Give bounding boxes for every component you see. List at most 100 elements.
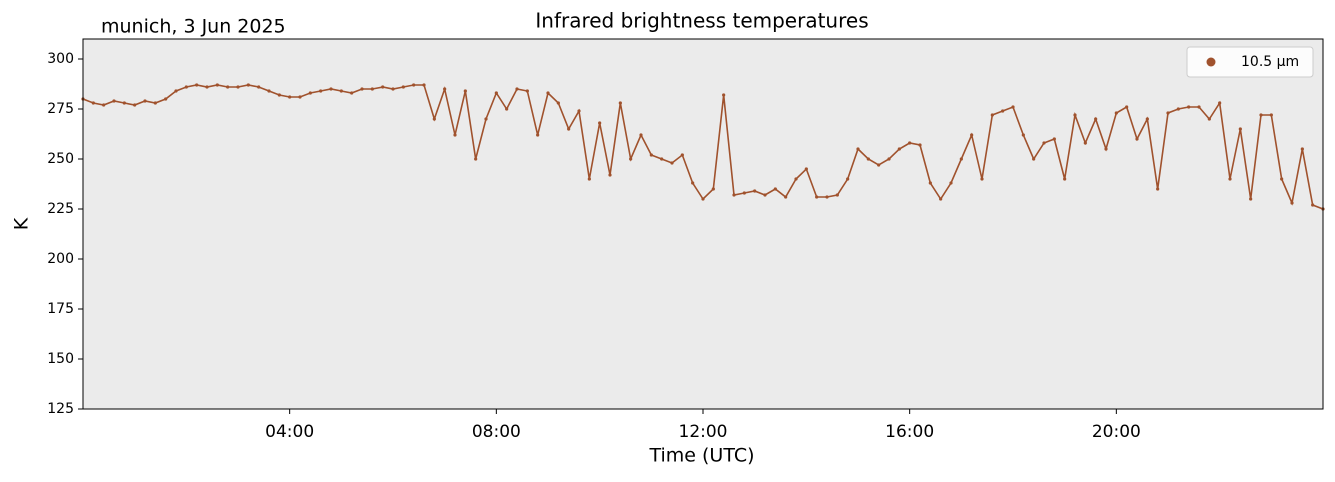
x-tick-label: 08:00 xyxy=(472,422,521,442)
point xyxy=(350,91,354,95)
point xyxy=(329,87,333,91)
y-tick-label: 300 xyxy=(47,51,74,67)
point xyxy=(1083,141,1087,145)
point xyxy=(525,89,529,93)
point xyxy=(794,177,798,181)
point xyxy=(649,153,653,157)
point xyxy=(1104,147,1108,151)
point xyxy=(453,133,457,137)
point xyxy=(1125,105,1129,109)
point xyxy=(288,95,292,99)
point xyxy=(484,117,488,121)
y-axis-label: K xyxy=(11,217,33,230)
point xyxy=(236,85,240,89)
x-tick-label: 16:00 xyxy=(885,422,934,442)
point xyxy=(381,85,385,89)
point xyxy=(463,89,467,93)
point xyxy=(1259,113,1263,117)
point xyxy=(1135,137,1139,141)
point xyxy=(443,87,447,91)
point xyxy=(1094,117,1098,121)
point xyxy=(959,157,963,161)
point xyxy=(494,91,498,95)
point xyxy=(226,85,230,89)
point xyxy=(670,161,674,165)
point xyxy=(970,133,974,137)
y-tick-label: 275 xyxy=(47,101,74,117)
point xyxy=(339,89,343,93)
point xyxy=(732,193,736,197)
point xyxy=(401,85,405,89)
y-tick-label: 125 xyxy=(47,401,74,417)
point xyxy=(928,181,932,185)
chart-title: Infrared brightness temperatures xyxy=(535,9,868,33)
point xyxy=(680,153,684,157)
point xyxy=(887,157,891,161)
point xyxy=(753,189,757,193)
point xyxy=(629,157,633,161)
legend-label: 10.5 µm xyxy=(1241,54,1299,70)
point xyxy=(1280,177,1284,181)
point xyxy=(918,143,922,147)
y-tick-label: 150 xyxy=(47,351,74,367)
chart-subtitle: munich, 3 Jun 2025 xyxy=(101,16,286,38)
point xyxy=(184,85,188,89)
point xyxy=(112,99,116,103)
point xyxy=(639,133,643,137)
point xyxy=(1156,187,1160,191)
point xyxy=(391,87,395,91)
point xyxy=(1218,101,1222,105)
point xyxy=(505,107,509,111)
point xyxy=(618,101,622,105)
point xyxy=(319,89,323,93)
point xyxy=(143,99,147,103)
point xyxy=(370,87,374,91)
point xyxy=(360,87,364,91)
point xyxy=(1228,177,1232,181)
point xyxy=(422,83,426,87)
point xyxy=(1238,127,1242,131)
point xyxy=(133,103,137,107)
point xyxy=(1207,117,1211,121)
point xyxy=(660,157,664,161)
point xyxy=(701,197,705,201)
point xyxy=(412,83,416,87)
point xyxy=(164,97,168,101)
point xyxy=(1021,133,1025,137)
point xyxy=(277,93,281,97)
point xyxy=(577,109,581,113)
point xyxy=(1166,111,1170,115)
point xyxy=(474,157,478,161)
point xyxy=(195,83,199,87)
point xyxy=(246,83,250,87)
point xyxy=(773,187,777,191)
point xyxy=(1176,107,1180,111)
point xyxy=(308,91,312,95)
point xyxy=(980,177,984,181)
point xyxy=(949,181,953,185)
x-axis-label: Time (UTC) xyxy=(648,445,754,467)
point xyxy=(205,85,209,89)
point xyxy=(835,193,839,197)
point xyxy=(515,87,519,91)
point xyxy=(866,157,870,161)
point xyxy=(1145,117,1149,121)
point xyxy=(691,181,695,185)
x-tick-label: 20:00 xyxy=(1092,422,1141,442)
plot-area xyxy=(83,39,1323,409)
point xyxy=(91,101,95,105)
y-tick-label: 200 xyxy=(47,251,74,267)
point xyxy=(122,101,126,105)
point xyxy=(939,197,943,201)
point xyxy=(536,133,540,137)
point xyxy=(432,117,436,121)
point xyxy=(815,195,819,199)
point xyxy=(608,173,612,177)
point xyxy=(1290,201,1294,205)
point xyxy=(1269,113,1273,117)
point xyxy=(897,147,901,151)
point xyxy=(567,127,571,131)
point xyxy=(742,191,746,195)
